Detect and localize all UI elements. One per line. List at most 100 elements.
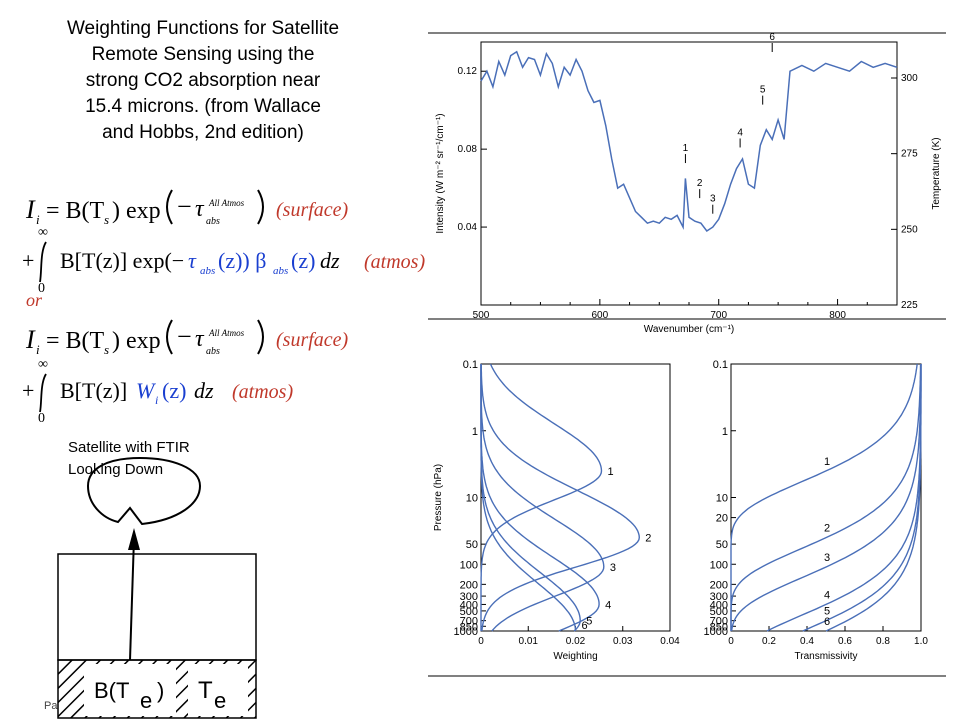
y-tick-label: 850 — [460, 621, 478, 633]
curve-label: 5 — [824, 606, 830, 618]
equation-atmos-1: + ∞ 0 B[T(z)] exp(− τ abs (z)) β abs (z)… — [22, 225, 425, 296]
curve-label: 2 — [645, 533, 651, 545]
x-tick-label: 0.04 — [660, 636, 680, 647]
y-tick-label: 300 — [460, 591, 478, 603]
svg-text:+: + — [22, 248, 34, 273]
y-tick-label: 200 — [460, 579, 478, 591]
spectrum-annotation: 3 — [710, 194, 716, 205]
svg-text:abs: abs — [200, 265, 215, 277]
curve-label: 4 — [605, 599, 611, 611]
y-tick-label: 700 — [460, 616, 478, 628]
svg-text:I: I — [25, 195, 36, 224]
or-label: or — [26, 290, 43, 310]
spectrum-annotation: 4 — [737, 127, 743, 138]
svg-text:dz: dz — [194, 378, 214, 403]
upper-limit-2: ∞ — [38, 357, 48, 372]
x-tick-label: 600 — [592, 310, 609, 321]
svg-text:W: W — [136, 378, 156, 403]
y-tick-label: 100 — [710, 559, 728, 571]
title-line-5: and Hobbs, 2nd edition) — [102, 122, 304, 143]
x-tick-label: 1.0 — [914, 636, 928, 647]
x-tick-label: 0.02 — [566, 636, 586, 647]
curve-label: 3 — [824, 552, 830, 564]
weighting-curve-4 — [480, 364, 600, 632]
svg-text:B[T(z)] exp(−: B[T(z)] exp(− — [60, 248, 184, 273]
title-line-1: Weighting Functions for Satellite — [66, 18, 340, 39]
y-tick-label: 700 — [710, 616, 728, 628]
transmissivity-curve-4 — [766, 363, 922, 632]
x-tick-label: 0.4 — [800, 636, 814, 647]
x-axis-label: Transmissivity — [795, 651, 858, 662]
x-tick-label: 0 — [728, 636, 734, 647]
y-tick-label: 10 — [716, 493, 728, 505]
x-tick-label: 0 — [478, 636, 484, 647]
svg-text:τ: τ — [188, 248, 197, 273]
y-tick-label: 1 — [472, 426, 478, 438]
x-tick-label: 800 — [829, 310, 846, 321]
curve-label: 4 — [824, 589, 830, 601]
right-tick-label: 225 — [901, 300, 918, 311]
svg-text:(z): (z) — [291, 248, 315, 273]
radiative-transfer-equations: I i = B(T s ) exp − τ All Atmos abs (sur… — [22, 189, 425, 426]
spectrum-annotation: 6 — [769, 32, 775, 43]
curve-label: 6 — [582, 620, 588, 632]
y-tick-label: 50 — [466, 539, 478, 551]
y-tick-label: 0.1 — [463, 359, 478, 371]
lower-limit-2: 0 — [38, 411, 45, 426]
weighting-frame — [480, 363, 671, 632]
arrow-head — [128, 528, 140, 550]
spectrum-annotation: 2 — [697, 178, 703, 189]
y-tick-label: 1000 — [704, 626, 728, 638]
right-tick-label: 250 — [901, 224, 918, 235]
y-tick-label: 1000 — [454, 626, 478, 638]
y-axis-label-right: Temperature (K) — [931, 137, 942, 209]
surface-label-1: (surface) — [276, 199, 349, 221]
y-tick-label: 500 — [460, 606, 478, 618]
svg-text:−: − — [177, 322, 192, 351]
curve-label: 6 — [824, 616, 830, 628]
y-tick-label: 400 — [710, 599, 728, 611]
footer-text: Pa — [44, 700, 58, 712]
y-tick-label: 10 — [466, 493, 478, 505]
spectrum-frame — [480, 41, 898, 306]
x-tick-label: 0.2 — [762, 636, 776, 647]
svg-text:i: i — [36, 342, 40, 357]
y-tick-label: 20 — [716, 513, 728, 525]
slide-title: Weighting Functions for Satellite Remote… — [18, 16, 388, 146]
weighting-curve-6 — [480, 364, 577, 632]
title-line-2: Remote Sensing using the — [91, 44, 315, 65]
lower-limit-1: 0 — [38, 281, 45, 296]
y-tick-label: 100 — [460, 559, 478, 571]
svg-text:i: i — [155, 393, 158, 407]
y-tick-label: 1 — [722, 426, 728, 438]
y-tick-label: 400 — [460, 599, 478, 611]
svg-text:(z)) β: (z)) β — [218, 248, 266, 273]
svg-text:) exp: ) exp — [112, 198, 161, 224]
svg-text:abs: abs — [273, 265, 288, 277]
svg-text:dz: dz — [320, 248, 340, 273]
svg-text:I: I — [25, 325, 36, 354]
y-tick-label: 200 — [710, 579, 728, 591]
curve-label: 2 — [824, 523, 830, 535]
title-line-3: strong CO2 absorption near — [85, 70, 321, 91]
transmissivity-frame — [730, 363, 922, 632]
x-axis-label: Wavenumber (cm⁻¹) — [644, 324, 734, 335]
upward-arrow — [129, 537, 135, 661]
curve-label: 1 — [824, 456, 830, 468]
satellite-label-line2: Looking Down — [68, 461, 163, 478]
curve-label: 3 — [610, 562, 616, 574]
y-tick-label: 0.08 — [458, 144, 478, 155]
svg-text:τ: τ — [195, 326, 205, 352]
abs-sub: abs — [206, 216, 220, 227]
transmissivity-curve-2 — [730, 363, 922, 631]
svg-text:= B(T: = B(T — [46, 198, 105, 224]
all-atmos-sup: All Atmos — [208, 198, 245, 208]
svg-text:(z): (z) — [162, 378, 186, 403]
svg-text:+: + — [22, 378, 34, 403]
equation-surface-1: I i = B(T s ) exp − τ All Atmos abs (sur… — [25, 189, 349, 227]
spectrum-chart: 500 600 700 800 0.04 0.08 0.12 225 250 275 300 Wave… — [435, 32, 942, 335]
satellite-sketch: Satellite with FTIR Looking Down B(T e )… — [57, 439, 257, 719]
atmos-label-2: (atmos) — [232, 381, 293, 403]
satellite-icon — [86, 456, 202, 526]
